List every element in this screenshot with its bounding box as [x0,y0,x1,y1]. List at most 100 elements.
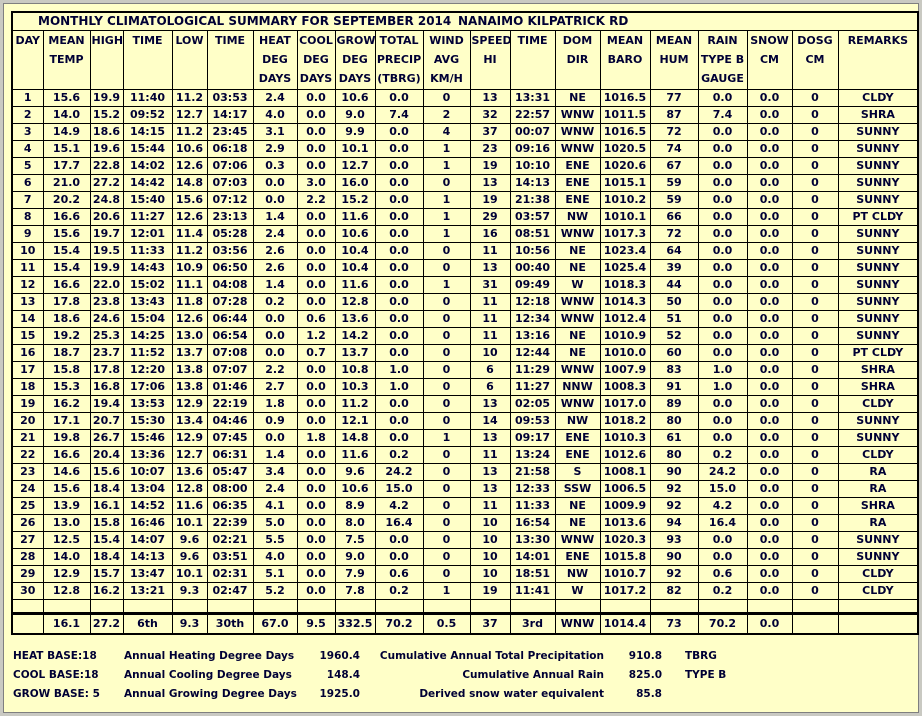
cell-grow-deg-days: 15.2 [334,190,376,209]
cell-low: 13.8 [171,360,208,379]
table-row: 19 16.2 19.4 13:53 12.9 22:19 1.8 0.0 11.2 0.0 0 13… [11,394,919,413]
cell-total-precip-tbrg: 16.4 [374,513,424,532]
cell-total-precip-tbrg: 0.6 [374,564,424,583]
col-header-low-time: TIME [206,29,254,90]
summary-high-time: 6th [122,611,173,635]
table-row: 23 14.6 15.6 10:07 13.6 05:47 3.4 0.0 9.6 24.2 0 13… [11,462,919,481]
cell-snow-cm: 0.0 [746,173,793,192]
cell-heat-deg-days: 4.1 [252,496,298,515]
cell-remarks: SHRA [837,496,919,515]
annual-growing-value: 1925.0 [319,688,360,700]
cell-high: 24.6 [89,309,124,328]
cell-mean-baro: 1014.3 [599,292,651,311]
cell-total-precip-tbrg: 0.2 [374,445,424,464]
cell-high: 16.1 [89,496,124,515]
cell-wind-time: 08:51 [509,224,556,243]
cell-mean-baro: 1009.9 [599,496,651,515]
cell-dosg-cm: 0 [791,224,839,243]
table-row: 30 12.8 16.2 13:21 9.3 02:47 5.2 0.0 7.8 0.2 1 19 11… [11,581,919,600]
cell-mean-baro: 1010.2 [599,190,651,209]
cell-grow-deg-days: 9.0 [334,105,376,124]
cell-cool-deg-days: 0.0 [296,581,336,600]
cell-remarks: CLDY [837,88,919,107]
cell-wind-speed-hi: 14 [469,411,511,430]
cell-wind-speed-hi: 11 [469,445,511,464]
cell-rain-type-b-gauge: 0.0 [697,190,748,209]
cell-low: 9.6 [171,547,208,566]
cell-day: 15 [11,326,44,345]
cell-wind-speed-hi: 11 [469,326,511,345]
cell-mean-hum: 80 [649,411,699,430]
table-row: 6 21.0 27.2 14:42 14.8 07:03 0.0 3.0 16.0 0.0 0 13 1… [11,173,919,192]
cell-high-time: 15:04 [122,309,173,328]
cell-mean-temp: 16.6 [42,275,91,294]
cell-dosg-cm: 0 [791,343,839,362]
cell-rain-type-b-gauge: 24.2 [697,462,748,481]
table-row: 1 15.6 19.9 11:40 11.2 03:53 2.4 0.0 10.6 0.0 0 13 1… [11,88,919,107]
cell-mean-baro: 1006.5 [599,479,651,498]
cell-dosg-cm: 0 [791,581,839,600]
summary-total-precip-tbrg: 70.2 [374,611,424,635]
cell-dom-dir: SSW [554,479,601,498]
cell-rain-type-b-gauge: 0.0 [697,241,748,260]
table-row: 29 12.9 15.7 13:47 10.1 02:31 5.1 0.0 7.9 0.6 0 10 1… [11,564,919,583]
cell-mean-baro: 1010.7 [599,564,651,583]
cell-low: 13.4 [171,411,208,430]
annual-cooling-value: 148.4 [326,669,360,681]
cell-high-time: 11:27 [122,207,173,226]
summary-low-time: 30th [206,611,254,635]
cell-low: 9.6 [171,530,208,549]
cell-grow-deg-days: 12.8 [334,292,376,311]
cell-rain-type-b-gauge: 0.0 [697,343,748,362]
cell-grow-deg-days: 11.6 [334,445,376,464]
cell-day: 8 [11,207,44,226]
table-row: 16 18.7 23.7 11:52 13.7 07:08 0.0 0.7 13.7 0.0 0 10… [11,343,919,362]
cell-cool-deg-days: 0.0 [296,564,336,583]
grow-base-label: GROW BASE: 5 [13,688,100,700]
cell-dom-dir: NW [554,411,601,430]
cell-snow-cm: 0.0 [746,394,793,413]
cell-wind-avg-kmh: 2 [422,105,471,124]
cell-low: 12.7 [171,445,208,464]
cell-high-time: 13:04 [122,479,173,498]
cumulative-rain-value: 825.0 [628,669,662,681]
cell-remarks: PT CLDY [837,207,919,226]
cell-rain-type-b-gauge: 0.0 [697,326,748,345]
cell-wind-avg-kmh: 1 [422,581,471,600]
cell-dosg-cm: 0 [791,122,839,141]
cell-total-precip-tbrg: 0.0 [374,309,424,328]
cell-low: 9.3 [171,581,208,600]
cell-wind-time: 00:07 [509,122,556,141]
cell-wind-avg-kmh: 0 [422,343,471,362]
cell-low-time: 03:53 [206,88,254,107]
cell-mean-hum: 67 [649,156,699,175]
cell-dosg-cm: 0 [791,564,839,583]
cell-cool-deg-days: 1.2 [296,326,336,345]
cell-day: 12 [11,275,44,294]
cell-snow-cm: 0.0 [746,428,793,447]
cell-dosg-cm: 0 [791,513,839,532]
col-header-dom-dir: DOM DIR [554,29,601,90]
cell-rain-type-b-gauge: 0.2 [697,581,748,600]
cell-day: 19 [11,394,44,413]
cell-high: 20.7 [89,411,124,430]
cell-high: 23.7 [89,343,124,362]
cell-rain-type-b-gauge: 16.4 [697,513,748,532]
cell-low-time: 06:35 [206,496,254,515]
cell-dom-dir: NNW [554,377,601,396]
cell-heat-deg-days: 2.2 [252,360,298,379]
cell-wind-avg-kmh: 1 [422,190,471,209]
cell-rain-type-b-gauge: 0.0 [697,547,748,566]
cell-mean-hum: 82 [649,581,699,600]
cell-total-precip-tbrg: 0.0 [374,241,424,260]
cell-wind-time: 00:40 [509,258,556,277]
cell-wind-speed-hi: 10 [469,513,511,532]
cell-remarks: RA [837,479,919,498]
cell-remarks: SUNNY [837,326,919,345]
cell-dom-dir: NE [554,241,601,260]
cell-mean-temp: 16.6 [42,445,91,464]
table-row: 15 19.2 25.3 14:25 13.0 06:54 0.0 1.2 14.2 0.0 0 11… [11,326,919,345]
cell-remarks: SUNNY [837,224,919,243]
cell-snow-cm: 0.0 [746,88,793,107]
cell-total-precip-tbrg: 7.4 [374,105,424,124]
